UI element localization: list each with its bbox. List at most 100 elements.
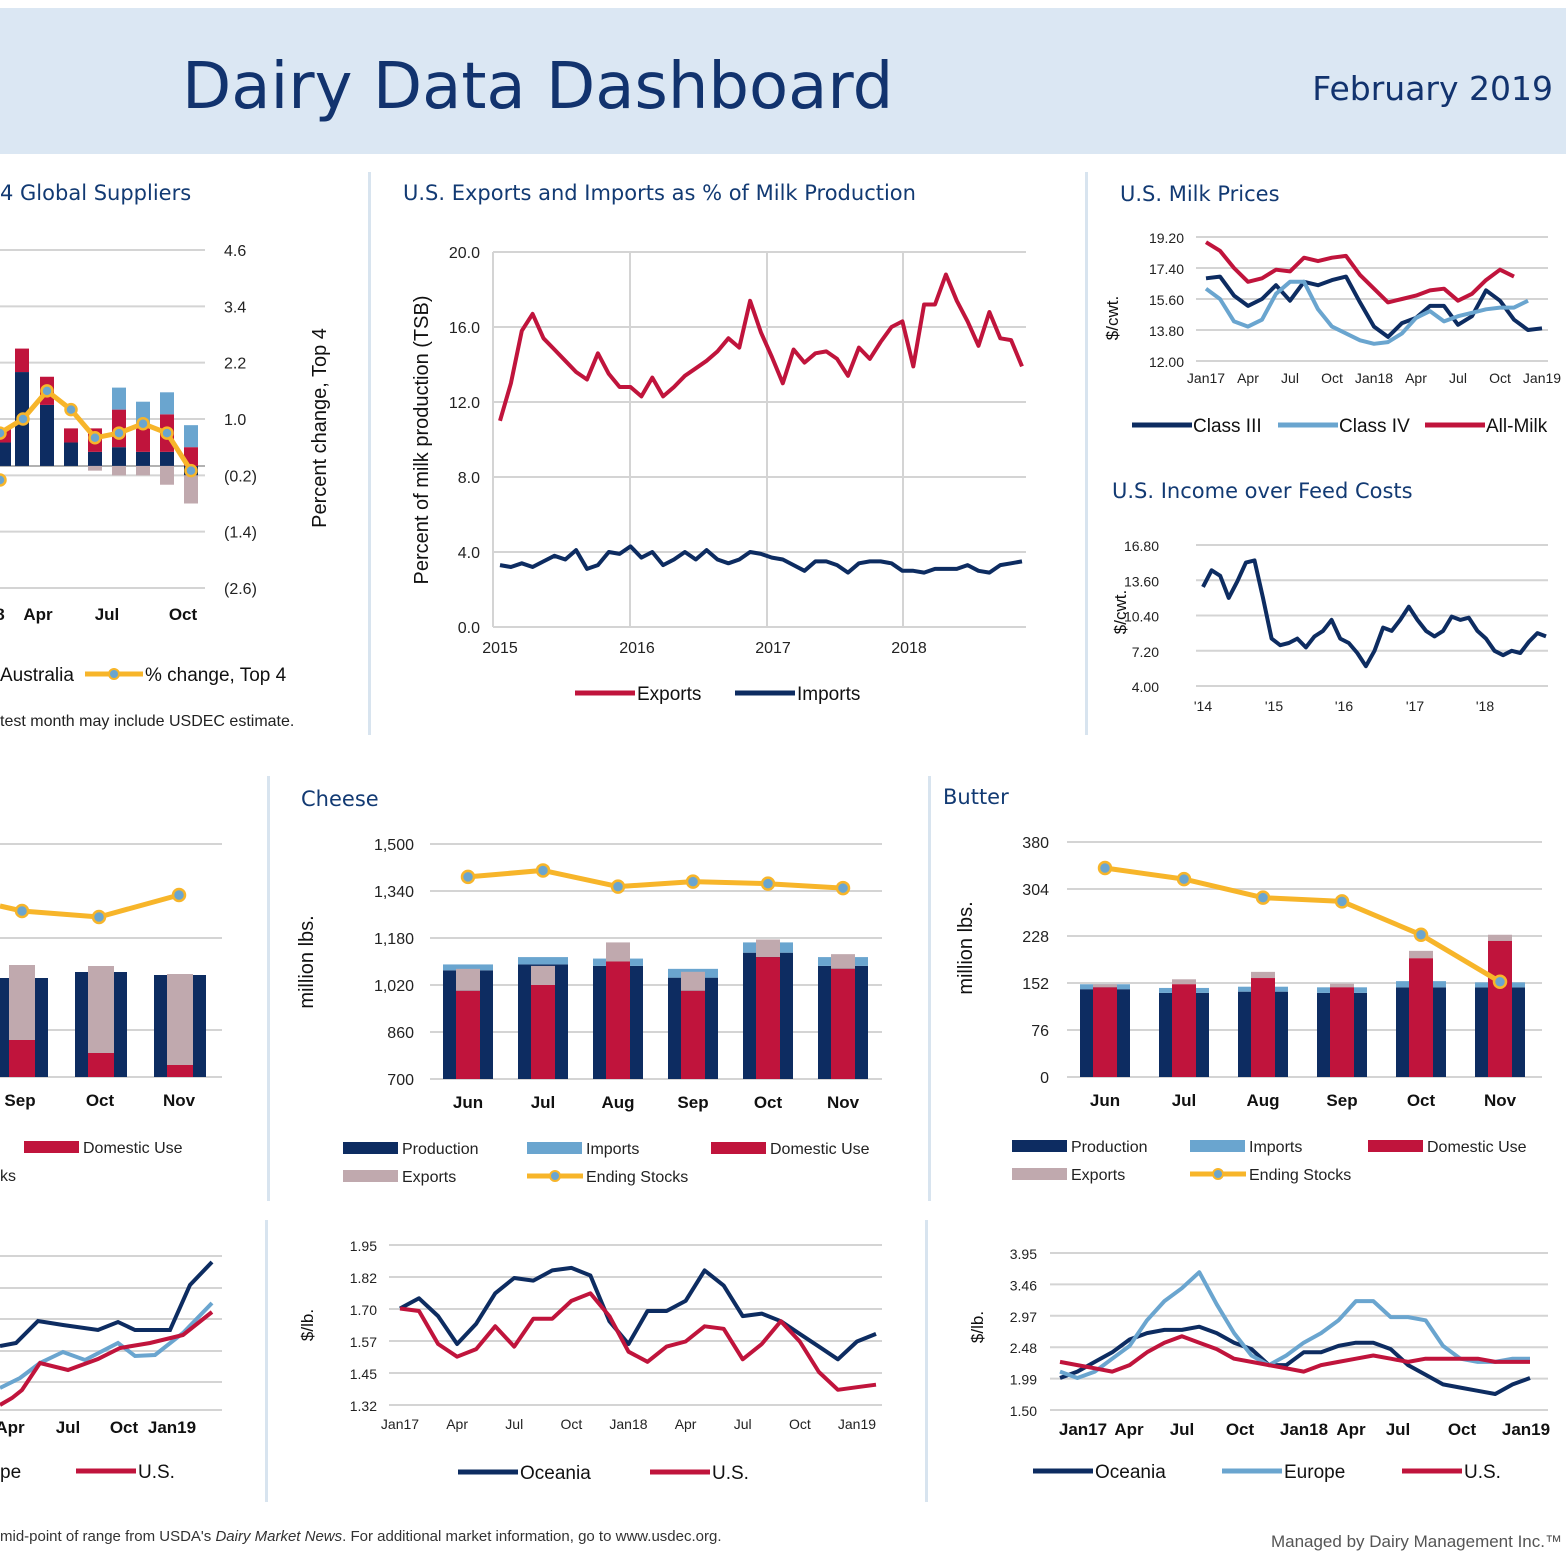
global-legend-pct: % change, Top 4 — [145, 665, 287, 686]
right-prices-legend-us: U.S. — [1464, 1462, 1501, 1483]
global-pct-point — [40, 384, 54, 398]
income-feed-x-tick: '15 — [1265, 698, 1283, 714]
global-note: test month may include USDEC estimate. — [0, 713, 294, 730]
butter-y-tick: 0 — [1040, 1070, 1049, 1087]
exports-imports-y-tick: 12.0 — [449, 395, 480, 412]
butter-domestic-bar — [1251, 978, 1275, 1077]
cheese-x-tick: Nov — [827, 1093, 860, 1112]
butter-exports-bar — [1409, 950, 1433, 959]
left-prices-x-tick: Oct — [110, 1418, 139, 1437]
left-stocks-exports-bar — [167, 974, 193, 1077]
income-feed-y-tick: 4.00 — [1132, 679, 1159, 695]
cheese-ending-stocks-point — [610, 879, 626, 894]
milk-prices-y-tick: 12.00 — [1149, 354, 1184, 370]
milk-prices-x-tick: Jul — [1449, 370, 1467, 386]
left-prices-panel: Apr Jul Oct Jan19 pe U.S. — [0, 1255, 222, 1483]
middle-prices-x-tick: Oct — [560, 1416, 582, 1432]
cheese-exports-bar — [531, 965, 555, 985]
cheese-ending-stocks-point — [460, 869, 476, 885]
global-bar-segment — [0, 442, 11, 466]
cheese-y-tick: 1,500 — [374, 837, 414, 854]
cheese-domestic-bar — [681, 990, 705, 1079]
butter-legend-ending-stocks: Ending Stocks — [1249, 1167, 1351, 1184]
middle-prices-x-tick: Apr — [675, 1416, 697, 1432]
left-stocks-x-tick: Oct — [86, 1091, 115, 1110]
butter-domestic-use-legend-swatch — [1368, 1140, 1423, 1152]
all-milk-legend-label: All-Milk — [1486, 416, 1548, 437]
right-prices-x-tick: Apr — [1336, 1420, 1366, 1439]
milk-prices-x-tick: Jan18 — [1355, 370, 1393, 386]
right-prices-y-tick: 1.99 — [1010, 1372, 1037, 1388]
right-prices-y-tick: 3.46 — [1010, 1277, 1037, 1293]
milk-prices-x-tick: Oct — [1321, 370, 1343, 386]
butter-x-tick: Oct — [1407, 1091, 1436, 1110]
butter-x-tick: Jun — [1090, 1091, 1120, 1110]
divider-mid-2 — [928, 776, 931, 1201]
class-iv-legend-label: Class IV — [1339, 416, 1410, 437]
middle-prices-x-tick: Jul — [505, 1416, 523, 1432]
global-y-tick: 4.6 — [224, 243, 246, 260]
middle-prices-x-tick: Jan18 — [609, 1416, 647, 1432]
exports-legend-label: Exports — [637, 684, 701, 705]
global-y-tick: (0.2) — [224, 468, 257, 485]
cheese-ending-stocks-point — [835, 880, 851, 896]
exports-imports-ylabel: Percent of milk production (TSB) — [411, 296, 433, 585]
divider-top-1 — [368, 172, 371, 735]
butter-legend-imports: Imports — [1249, 1139, 1302, 1156]
global-suppliers-panel: 4 Global Suppliers Percent change, Top 4… — [0, 181, 331, 730]
left-prices-us-line — [0, 1310, 214, 1407]
cheese-ending-stocks-point — [685, 874, 701, 889]
global-pct-point — [112, 426, 126, 440]
cheese-domestic-bar — [756, 957, 780, 1079]
left-stocks-x-tick: Nov — [163, 1091, 196, 1110]
cheese-exports-bar — [606, 942, 630, 962]
global-bar-segment — [88, 465, 102, 471]
butter-production-legend-swatch — [1012, 1140, 1067, 1152]
divider-bot-2 — [925, 1220, 928, 1502]
exports-imports-panel: U.S. Exports and Imports as % of Milk Pr… — [403, 181, 1026, 705]
butter-ending-stocks-point — [1255, 890, 1271, 905]
footer-note: mid-point of range from USDA's Dairy Mar… — [0, 1528, 721, 1545]
middle-prices-y-tick: 1.57 — [350, 1334, 377, 1350]
butter-domestic-bar — [1488, 940, 1512, 1077]
butter-legend-production: Production — [1071, 1139, 1148, 1156]
middle-prices-x-tick: Jul — [734, 1416, 752, 1432]
right-prices-legend-europe: Europe — [1284, 1462, 1345, 1483]
butter-legend-domestic-use: Domestic Use — [1427, 1139, 1527, 1156]
global-ylabel: Percent change, Top 4 — [309, 328, 331, 528]
global-pct-point — [0, 473, 7, 487]
left-stocks-ending-point — [14, 903, 30, 919]
cheese-ylabel: million lbs. — [296, 915, 318, 1008]
middle-prices-y-tick: 1.32 — [350, 1398, 377, 1414]
right-prices-us-line — [1059, 1334, 1530, 1374]
exports-imports-x-tick: 2018 — [891, 640, 927, 657]
class-iv-line — [1204, 279, 1529, 346]
milk-prices-title: U.S. Milk Prices — [1120, 182, 1280, 206]
right-prices-x-tick: Jul — [1170, 1420, 1195, 1439]
cheese-imports-bar — [518, 957, 568, 965]
left-stocks-domestic-bar — [88, 1053, 114, 1077]
income-feed-y-tick: 10.40 — [1124, 609, 1159, 625]
butter-exports-legend-swatch — [1012, 1168, 1067, 1180]
cheese-y-tick: 1,340 — [374, 884, 414, 901]
right-prices-y-tick: 3.95 — [1010, 1246, 1037, 1262]
global-bar-segment — [136, 465, 150, 476]
cheese-y-tick: 1,180 — [374, 931, 414, 948]
milk-prices-x-tick: Jan17 — [1187, 370, 1225, 386]
right-prices-y-tick: 1.50 — [1010, 1403, 1037, 1419]
global-pct-point — [0, 426, 7, 440]
cheese-legend-imports: Imports — [586, 1141, 639, 1158]
milk-prices-y-tick: 13.80 — [1149, 323, 1184, 339]
cheese-legend-exports: Exports — [402, 1169, 456, 1186]
exports-imports-x-tick: 2017 — [755, 640, 791, 657]
butter-exports-bar — [1251, 971, 1275, 979]
cheese-y-tick: 860 — [387, 1025, 414, 1042]
cheese-x-tick: Jul — [531, 1093, 556, 1112]
middle-prices-legend-us: U.S. — [712, 1463, 749, 1484]
cheese-exports-bar — [456, 968, 480, 991]
dashboard-title: Dairy Data Dashboard — [182, 50, 893, 124]
left-stocks-ending-point — [171, 887, 187, 903]
butter-ending-stocks-point — [1492, 974, 1508, 990]
footer-note-suffix: . For additional market information, go … — [342, 1528, 721, 1545]
